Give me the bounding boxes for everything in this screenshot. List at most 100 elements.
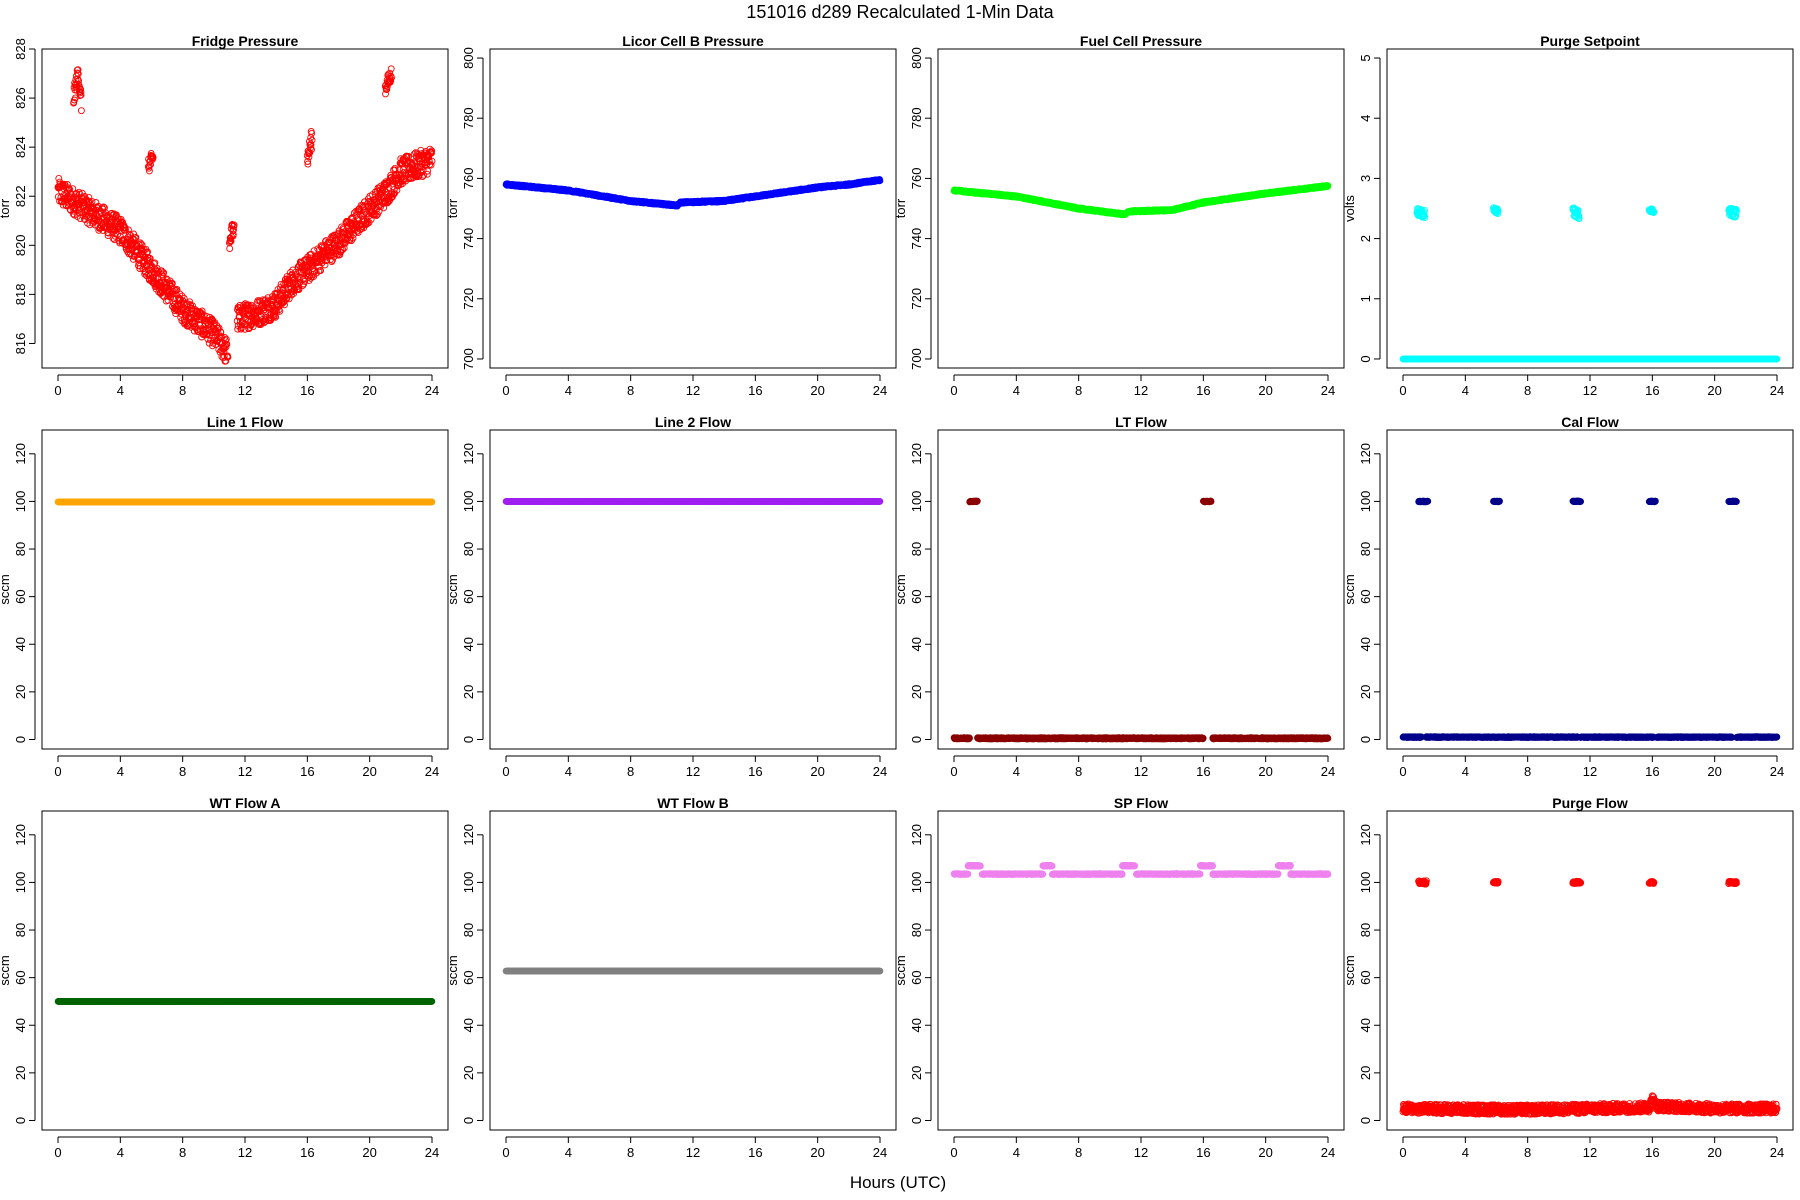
data-point: [101, 204, 108, 212]
data-point: [147, 260, 154, 268]
y-tick-label: 822: [13, 185, 28, 207]
y-tick-label: 760: [461, 168, 476, 190]
y-tick-label: 740: [461, 228, 476, 250]
data-point: [204, 335, 212, 343]
y-tick-label: 720: [909, 288, 924, 310]
data-point: [290, 290, 298, 298]
data-point: [200, 311, 208, 319]
y-tick-label: 780: [461, 107, 476, 129]
x-tick-label: 8: [1075, 383, 1082, 398]
y-tick-label: 740: [909, 228, 924, 250]
data-point: [221, 344, 228, 352]
panel-title: Licor Cell B Pressure: [622, 33, 764, 49]
data-point: [169, 290, 177, 298]
data-point: [249, 323, 257, 331]
x-tick-label: 16: [1196, 383, 1210, 398]
data-point: [165, 280, 173, 288]
data-point: [321, 261, 329, 269]
x-tick-label: 20: [810, 383, 824, 398]
data-point: [132, 234, 140, 241]
data-point: [281, 301, 288, 309]
data-point: [258, 319, 266, 327]
y-tick-label: 824: [13, 136, 28, 158]
data-point: [160, 269, 168, 277]
x-tick-label: 8: [627, 383, 634, 398]
panel-title: Purge Setpoint: [1540, 33, 1640, 49]
data-point: [305, 276, 313, 284]
data-point: [876, 177, 884, 184]
data-point: [285, 295, 293, 303]
data-point: [179, 299, 187, 307]
data-point: [198, 307, 206, 315]
data-point: [178, 292, 186, 300]
x-tick-label: 16: [300, 383, 314, 398]
figure-xlabel: Hours (UTC): [850, 1173, 946, 1192]
data-point: [294, 280, 302, 288]
data-point: [1324, 182, 1332, 189]
x-tick-label: 0: [502, 383, 509, 398]
y-tick-label: 818: [13, 284, 28, 306]
data-point: [92, 199, 100, 206]
panel-ylabel: torr: [893, 198, 908, 218]
x-tick-label: 24: [425, 383, 439, 398]
y-tick-label: 700: [461, 348, 476, 370]
y-tick-label: 800: [461, 47, 476, 69]
data-point: [180, 294, 188, 302]
x-tick-label: 12: [686, 383, 700, 398]
x-tick-label: 4: [565, 383, 572, 398]
y-tick-label: 820: [13, 234, 28, 256]
data-point: [336, 251, 344, 259]
data-point: [83, 213, 91, 220]
x-tick-label: 0: [950, 383, 957, 398]
data-point: [209, 316, 217, 324]
data-point: [288, 291, 295, 299]
data-point: [221, 334, 229, 341]
x-tick-label: 8: [179, 383, 186, 398]
data-point: [69, 185, 77, 193]
figure-title: 151016 d289 Recalculated 1-Min Data: [746, 2, 1054, 22]
data-point: [222, 343, 230, 351]
data-point: [222, 335, 230, 343]
data-point: [220, 348, 228, 355]
data-point: [325, 248, 333, 256]
panel-title: Fridge Pressure: [192, 33, 299, 49]
data-point: [223, 340, 231, 348]
data-point: [283, 295, 291, 303]
data-point: [110, 236, 118, 243]
panel-ylabel: torr: [445, 198, 460, 218]
x-tick-label: 12: [1134, 383, 1148, 398]
x-tick-label: 24: [1321, 383, 1335, 398]
data-point: [244, 301, 252, 309]
data-point: [220, 352, 228, 360]
data-point: [88, 204, 96, 212]
data-point: [118, 218, 126, 226]
data-point: [215, 324, 223, 332]
panel-ylabel: torr: [0, 198, 12, 218]
panel-title: Fuel Cell Pressure: [1080, 33, 1202, 49]
x-tick-label: 4: [1013, 383, 1020, 398]
x-tick-label: 0: [54, 383, 61, 398]
x-tick-label: 4: [117, 383, 124, 398]
data-point: [224, 353, 232, 361]
x-tick-label: 16: [748, 383, 762, 398]
data-point: [276, 307, 284, 315]
x-tick-label: 20: [1258, 383, 1272, 398]
x-tick-label: 12: [238, 383, 252, 398]
data-point: [321, 238, 329, 246]
data-point: [137, 240, 145, 248]
data-points: [54, 65, 436, 365]
data-point: [137, 245, 145, 253]
data-point: [88, 198, 96, 205]
data-point: [317, 267, 325, 275]
y-tick-label: 780: [909, 107, 924, 129]
y-tick-label: 800: [909, 47, 924, 69]
data-point: [125, 230, 133, 238]
data-point: [198, 310, 206, 318]
y-tick-label: 816: [13, 333, 28, 355]
data-point: [241, 325, 249, 333]
panel-ylabel: volts: [1342, 195, 1357, 222]
y-tick-label: 828: [13, 38, 28, 60]
y-tick-label: 760: [909, 168, 924, 190]
